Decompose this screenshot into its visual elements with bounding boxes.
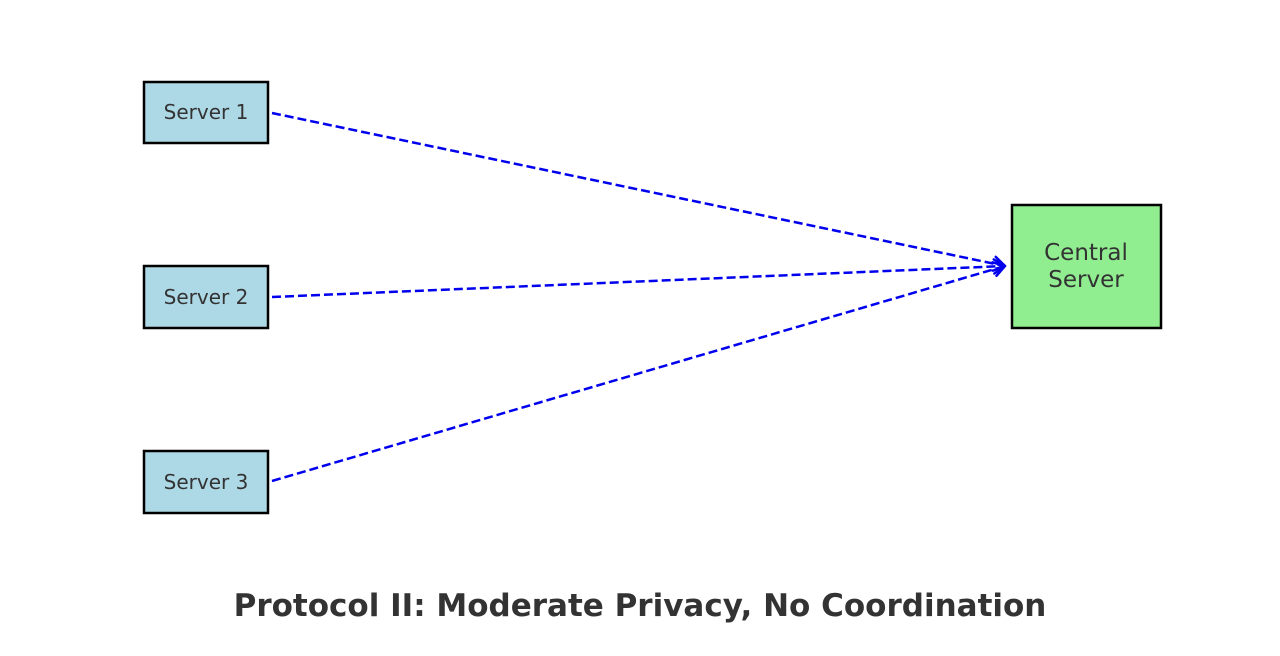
arrow-line [271,264,1006,483]
server-3-box [142,449,270,515]
server-1-node: Server 1 [142,80,270,145]
edges [271,111,1007,483]
server-1-box [142,80,270,145]
arrow-server-2-to-central [271,258,1007,299]
diagram-title: Protocol II: Moderate Privacy, No Coordi… [233,588,1047,624]
central-server-label-line-2: Server [1048,267,1124,293]
arrowhead-icon [991,261,1007,278]
server-3-node: Server 3 [142,449,270,515]
arrow-server-1-to-central [271,111,1007,272]
arrow-server-3-to-central [271,261,1007,483]
server-1-label: Server 1 [164,100,249,124]
server-3-label: Server 3 [164,470,249,494]
central-server-box [1010,203,1163,330]
server-2-node: Server 2 [142,264,270,330]
central-server-node: Central Server [1010,203,1163,330]
server-2-label: Server 2 [164,285,249,309]
arrow-line [271,264,1006,299]
server-2-box [142,264,270,330]
arrow-line [271,111,1006,268]
central-server-label-line-1: Central [1044,240,1128,266]
